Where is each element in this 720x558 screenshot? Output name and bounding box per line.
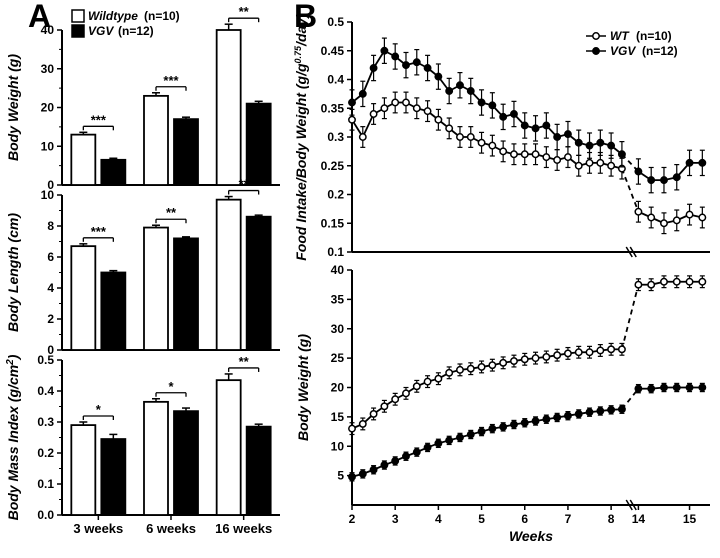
svg-text:Body Weight (g): Body Weight (g) [5, 54, 21, 161]
svg-text:4: 4 [435, 512, 442, 526]
svg-text:(n=12): (n=12) [642, 44, 678, 58]
svg-text:6: 6 [521, 512, 528, 526]
panel-a-svg: Wildtype(n=10)VGV(n=12)010203040Body Wei… [0, 0, 290, 558]
svg-text:**: ** [239, 177, 250, 192]
svg-text:15: 15 [683, 512, 697, 526]
svg-text:Weeks: Weeks [509, 528, 553, 544]
svg-text:5: 5 [337, 469, 344, 483]
svg-text:0.3: 0.3 [327, 130, 344, 144]
svg-text:6: 6 [47, 250, 54, 264]
svg-text:35: 35 [331, 292, 345, 306]
svg-text:0.2: 0.2 [327, 188, 344, 202]
svg-text:0.2: 0.2 [37, 446, 54, 460]
svg-text:16 weeks: 16 weeks [215, 521, 272, 536]
panel-a: A Wildtype(n=10)VGV(n=12)010203040Body W… [0, 0, 290, 558]
panel-b: B 0.1 0.15 0.2 0.25 0.3 0.35 0.4 0.45 0.5 Food In… [290, 0, 720, 558]
svg-text:(n=12): (n=12) [118, 24, 154, 38]
svg-text:4: 4 [47, 281, 54, 295]
svg-text:Body Mass Index (g/cm2): Body Mass Index (g/cm2) [5, 354, 21, 520]
svg-text:0.3: 0.3 [37, 415, 54, 429]
svg-text:***: *** [91, 224, 107, 239]
svg-text:8: 8 [608, 512, 615, 526]
svg-text:Food Intake/Body Weight (g/g0.: Food Intake/Body Weight (g/g0.75/day) [293, 13, 309, 261]
svg-text:(n=10): (n=10) [144, 9, 180, 23]
svg-text:*: * [96, 402, 102, 417]
svg-text:0.15: 0.15 [321, 216, 345, 230]
svg-text:VGV: VGV [88, 24, 114, 38]
svg-text:0.5: 0.5 [327, 15, 344, 29]
svg-text:6 weeks: 6 weeks [146, 521, 196, 536]
svg-text:***: *** [163, 73, 179, 88]
svg-text:**: ** [166, 205, 177, 220]
svg-text:0.1: 0.1 [327, 245, 344, 259]
panel-label-a: A [28, 0, 51, 35]
svg-text:30: 30 [331, 322, 345, 336]
svg-text:40: 40 [331, 263, 345, 277]
svg-text:2: 2 [349, 512, 356, 526]
svg-text:0.35: 0.35 [321, 101, 345, 115]
svg-text:30: 30 [41, 62, 55, 76]
svg-text:0.25: 0.25 [321, 159, 345, 173]
svg-text:0.45: 0.45 [321, 44, 345, 58]
svg-text:2: 2 [47, 312, 54, 326]
svg-text:14: 14 [632, 512, 646, 526]
svg-text:5: 5 [478, 512, 485, 526]
svg-text:Wildtype: Wildtype [88, 9, 138, 23]
svg-text:3 weeks: 3 weeks [73, 521, 123, 536]
svg-text:10: 10 [41, 188, 55, 202]
panel-label-b: B [294, 0, 317, 35]
svg-text:0.4: 0.4 [327, 73, 344, 87]
panel-b-svg: 0.1 0.15 0.2 0.25 0.3 0.35 0.4 0.45 0.5 Food Inta… [290, 0, 720, 558]
svg-text:20: 20 [41, 101, 55, 115]
svg-text:***: *** [91, 112, 107, 127]
svg-text:20: 20 [331, 381, 345, 395]
svg-text:**: ** [239, 354, 250, 369]
svg-text:10: 10 [41, 139, 55, 153]
svg-text:VGV: VGV [610, 44, 636, 58]
svg-text:0.4: 0.4 [37, 384, 54, 398]
svg-text:25: 25 [331, 351, 345, 365]
svg-text:**: ** [239, 4, 250, 19]
svg-text:*: * [168, 379, 174, 394]
svg-text:15: 15 [331, 410, 345, 424]
svg-text:8: 8 [47, 219, 54, 233]
svg-text:(n=10): (n=10) [636, 29, 672, 43]
svg-text:0.0: 0.0 [37, 508, 54, 522]
svg-text:3: 3 [392, 512, 399, 526]
figure: A Wildtype(n=10)VGV(n=12)010203040Body W… [0, 0, 720, 558]
svg-text:10: 10 [331, 439, 345, 453]
svg-text:0.5: 0.5 [37, 353, 54, 367]
svg-text:0.1: 0.1 [37, 477, 54, 491]
svg-text:7: 7 [565, 512, 572, 526]
svg-text:Body Weight (g): Body Weight (g) [295, 334, 311, 441]
svg-text:Body Length (cm): Body Length (cm) [5, 213, 21, 332]
svg-text:WT: WT [610, 29, 630, 43]
